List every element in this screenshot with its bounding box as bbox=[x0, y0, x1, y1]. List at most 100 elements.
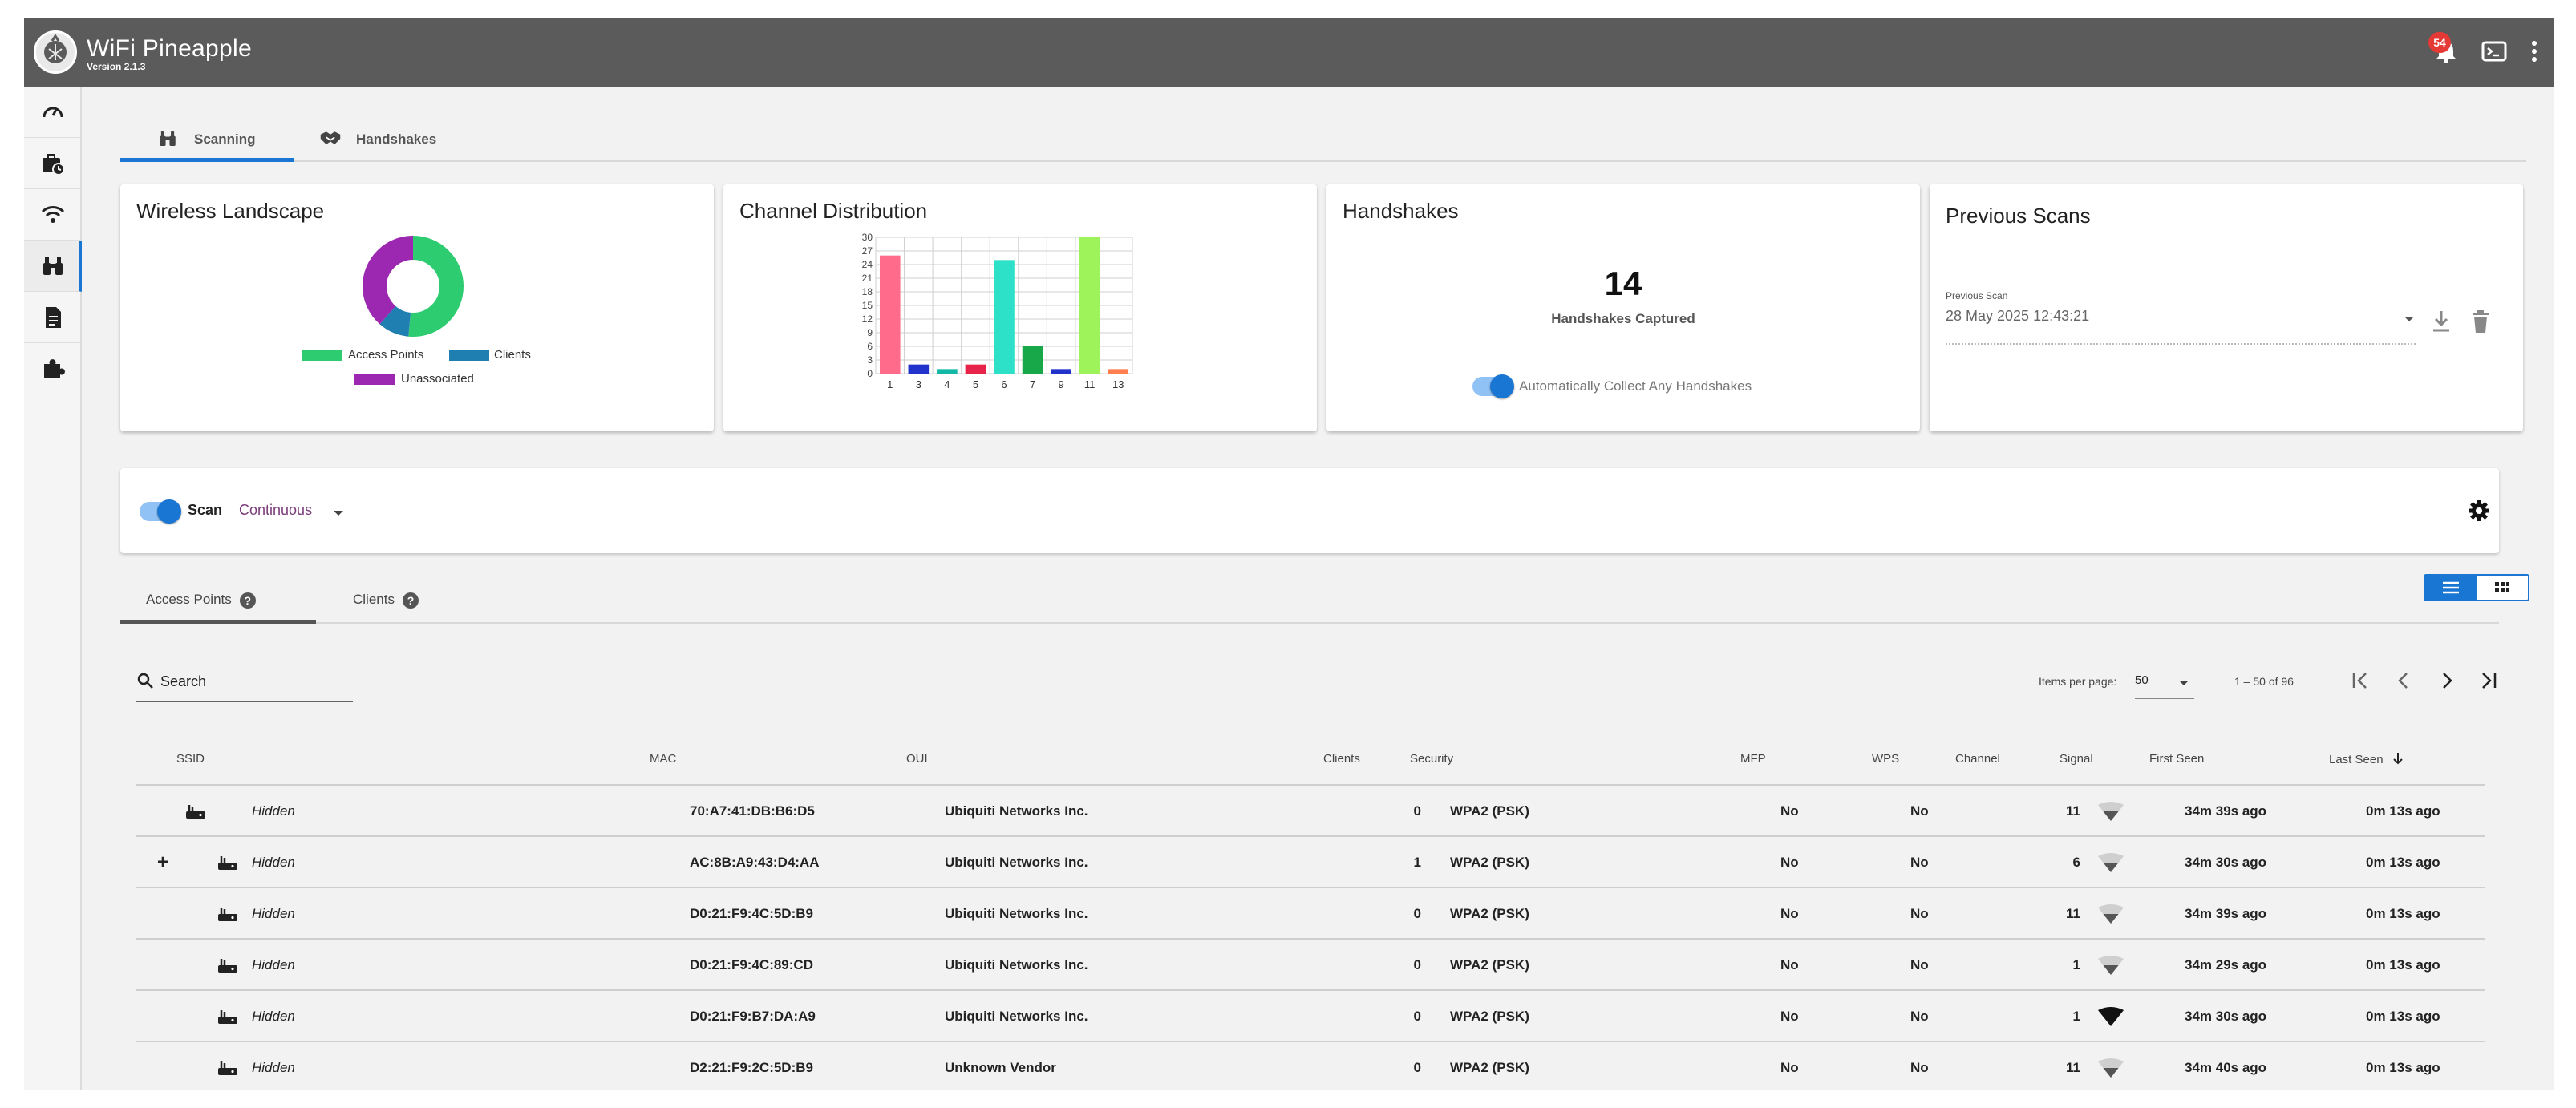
settings-gear-icon[interactable] bbox=[2467, 499, 2491, 527]
nav-wifi[interactable] bbox=[24, 189, 82, 241]
app-title: WiFi Pineapple bbox=[87, 35, 252, 62]
tab-scanning-label: Scanning bbox=[194, 131, 256, 147]
nav-logs[interactable] bbox=[24, 292, 82, 343]
search-input[interactable]: Search bbox=[160, 673, 207, 689]
subtab-clients[interactable]: Clients? bbox=[353, 592, 419, 609]
previous-page-icon[interactable] bbox=[2392, 669, 2416, 697]
router-icon bbox=[217, 904, 239, 928]
subtab-access-points-label: Access Points bbox=[146, 592, 232, 607]
column-header-oui[interactable]: OUI bbox=[906, 752, 928, 766]
table-row[interactable]: Hidden D0:21:F9:B7:DA:A9 Ubiquiti Networ… bbox=[136, 991, 2485, 1042]
ssid-cell: Hidden bbox=[252, 803, 295, 819]
scan-toggle[interactable] bbox=[140, 499, 181, 524]
grid-view-button[interactable] bbox=[2477, 576, 2528, 600]
last-page-icon[interactable] bbox=[2477, 669, 2501, 697]
campaigns-icon bbox=[43, 154, 65, 176]
security-cell: WPA2 (PSK) bbox=[1450, 855, 1529, 870]
ssid-cell: Hidden bbox=[252, 906, 295, 921]
help-icon[interactable]: ? bbox=[239, 592, 256, 609]
nav-dashboard[interactable] bbox=[24, 87, 82, 138]
chevron-down-icon bbox=[2178, 677, 2189, 691]
download-icon[interactable] bbox=[2430, 309, 2452, 338]
nav-campaigns[interactable] bbox=[24, 138, 82, 189]
column-header-security[interactable]: Security bbox=[1410, 752, 1454, 766]
column-header-channel[interactable]: Channel bbox=[1955, 752, 2000, 766]
column-header-signal[interactable]: Signal bbox=[2060, 752, 2093, 766]
wps-cell: No bbox=[1910, 855, 1929, 870]
handshakes-count: 14 bbox=[1604, 265, 1642, 302]
expand-row-button[interactable]: + bbox=[157, 851, 169, 873]
first-seen-cell: 34m 30s ago bbox=[2185, 1009, 2267, 1024]
scan-mode-select[interactable]: Continuous bbox=[239, 500, 351, 523]
next-page-icon[interactable] bbox=[2435, 669, 2459, 697]
oui-cell: Unknown Vendor bbox=[945, 1060, 1056, 1075]
handshake-icon bbox=[319, 128, 342, 153]
table-row[interactable]: Hidden D0:21:F9:4C:5D:B9 Ubiquiti Networ… bbox=[136, 888, 2485, 940]
chevron-down-icon bbox=[2403, 313, 2416, 327]
subtab-clients-label: Clients bbox=[353, 592, 395, 607]
terminal-icon[interactable] bbox=[2478, 35, 2510, 67]
column-header-mac[interactable]: MAC bbox=[650, 752, 677, 766]
last-seen-cell: 0m 13s ago bbox=[2366, 906, 2440, 921]
table-row[interactable]: + Hidden AC:8B:A9:43:D4:AA Ubiquiti Netw… bbox=[136, 837, 2485, 888]
card-title: Handshakes bbox=[1343, 199, 1459, 223]
last-seen-cell: 0m 13s ago bbox=[2366, 803, 2440, 819]
more-menu-icon[interactable] bbox=[2518, 35, 2550, 67]
clients-cell: 0 bbox=[1413, 906, 1421, 921]
column-header-wps[interactable]: WPS bbox=[1872, 752, 1900, 766]
items-per-page-select[interactable]: 50 bbox=[2135, 664, 2194, 699]
bar-channel-9 bbox=[1051, 369, 1071, 374]
oui-cell: Ubiquiti Networks Inc. bbox=[945, 803, 1088, 819]
search-field[interactable]: Search bbox=[136, 665, 353, 702]
active-subtab-indicator bbox=[120, 620, 316, 624]
column-header-first-seen[interactable]: First Seen bbox=[2149, 752, 2205, 766]
column-header-clients[interactable]: Clients bbox=[1323, 752, 1360, 766]
clients-cell: 0 bbox=[1413, 803, 1421, 819]
help-icon[interactable]: ? bbox=[402, 592, 419, 609]
nav-recon[interactable] bbox=[24, 241, 82, 292]
mac-cell: D0:21:F9:4C:89:CD bbox=[690, 957, 813, 973]
ssid-cell: Hidden bbox=[252, 1009, 295, 1024]
previous-scan-select[interactable]: 28 May 2025 12:43:21 bbox=[1946, 308, 2416, 345]
clients-cell: 0 bbox=[1413, 957, 1421, 973]
delete-icon[interactable] bbox=[2470, 309, 2491, 338]
mac-cell: 70:A7:41:DB:B6:D5 bbox=[690, 803, 815, 819]
column-header-mfp[interactable]: MFP bbox=[1740, 752, 1766, 766]
security-cell: WPA2 (PSK) bbox=[1450, 957, 1529, 973]
wireless-landscape-donut bbox=[363, 236, 464, 337]
channel-cell: 11 bbox=[2066, 1060, 2080, 1075]
mfp-cell: No bbox=[1780, 1060, 1799, 1075]
mac-cell: D0:21:F9:B7:DA:A9 bbox=[690, 1009, 816, 1024]
column-header-ssid[interactable]: SSID bbox=[176, 752, 205, 766]
auto-collect-toggle[interactable] bbox=[1472, 374, 1514, 398]
oui-cell: Ubiquiti Networks Inc. bbox=[945, 855, 1088, 870]
auto-collect-label: Automatically Collect Any Handshakes bbox=[1519, 378, 1752, 394]
x-tick-label: 6 bbox=[1001, 378, 1007, 390]
table-row[interactable]: Hidden 70:A7:41:DB:B6:D5 Ubiquiti Networ… bbox=[136, 786, 2485, 837]
table-row[interactable]: Hidden D2:21:F9:2C:5D:B9 Unknown Vendor … bbox=[136, 1042, 2485, 1090]
subtab-access-points[interactable]: Access Points? bbox=[146, 592, 256, 609]
scan-label: Scan bbox=[188, 502, 223, 518]
mac-cell: D0:21:F9:4C:5D:B9 bbox=[690, 906, 813, 921]
router-icon bbox=[184, 802, 207, 825]
logs-icon bbox=[46, 307, 61, 328]
wps-cell: No bbox=[1910, 957, 1929, 973]
list-view-icon bbox=[2443, 581, 2459, 594]
binoculars-icon bbox=[157, 128, 178, 153]
security-cell: WPA2 (PSK) bbox=[1450, 803, 1529, 819]
y-tick-label: 6 bbox=[867, 341, 873, 352]
first-page-icon[interactable] bbox=[2348, 669, 2372, 697]
list-view-button[interactable] bbox=[2425, 576, 2477, 600]
legend-label-clients: Clients bbox=[494, 348, 531, 362]
wireless-landscape-card: Wireless Landscape Access Points Clients… bbox=[120, 184, 714, 431]
bar-channel-1 bbox=[879, 255, 901, 374]
bar-channel-11 bbox=[1079, 237, 1100, 374]
table-row[interactable]: Hidden D0:21:F9:4C:89:CD Ubiquiti Networ… bbox=[136, 940, 2485, 991]
column-header-last-seen[interactable]: Last Seen bbox=[2329, 752, 2403, 768]
x-tick-label: 3 bbox=[916, 378, 921, 390]
last-seen-cell: 0m 13s ago bbox=[2366, 855, 2440, 870]
x-tick-label: 9 bbox=[1058, 378, 1063, 390]
nav-modules[interactable] bbox=[24, 343, 82, 394]
search-icon bbox=[136, 672, 154, 694]
